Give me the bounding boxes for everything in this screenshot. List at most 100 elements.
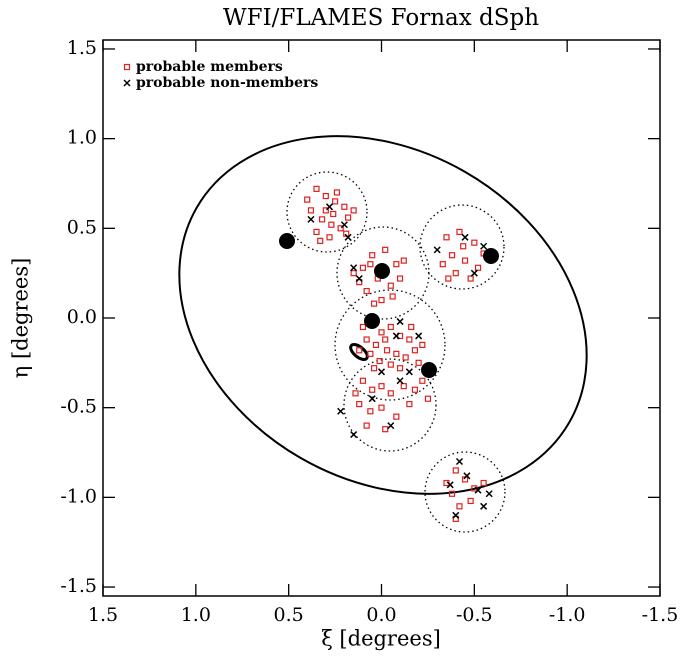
non-member-point — [350, 431, 358, 439]
member-point — [471, 239, 478, 246]
non-member-point — [325, 203, 334, 211]
member-point — [322, 207, 329, 214]
non-member-point — [344, 233, 352, 241]
plot-frame — [102, 39, 661, 597]
member-point — [406, 336, 413, 343]
non-member-point — [461, 233, 469, 241]
member-point — [304, 196, 311, 203]
member-point — [344, 214, 352, 221]
member-point — [369, 252, 376, 259]
x-axis-label: ξ [degrees] — [321, 627, 441, 651]
non-member-point — [452, 511, 460, 519]
member-point — [456, 503, 463, 510]
member-point — [452, 270, 459, 277]
y-tick-label: -1.0 — [60, 485, 97, 507]
member-point — [411, 386, 419, 393]
non-member-point — [470, 269, 478, 277]
clusters — [279, 233, 499, 378]
member-point — [460, 243, 467, 250]
member-point — [322, 192, 329, 200]
member-point — [318, 216, 326, 223]
member-point — [317, 237, 324, 244]
cluster — [279, 233, 295, 249]
member-point — [387, 361, 394, 368]
y-tick-label: -1.5 — [60, 575, 97, 597]
member-point — [326, 234, 333, 241]
member-point — [313, 228, 320, 236]
member-point — [350, 207, 357, 214]
non-member-point — [337, 407, 345, 415]
member-point — [452, 515, 459, 522]
member-point — [370, 300, 378, 307]
cluster — [421, 362, 437, 378]
member-point — [331, 198, 339, 205]
member-point — [443, 234, 450, 241]
member-point — [456, 228, 463, 236]
member-point — [369, 386, 376, 393]
member-point — [307, 207, 315, 214]
member-point — [383, 347, 391, 354]
non-member-point — [485, 490, 493, 498]
y-tick-label: -0.5 — [60, 396, 97, 418]
member-point — [363, 422, 370, 429]
x-tick-label: 1.5 — [88, 604, 118, 626]
member-point — [452, 467, 459, 474]
member-point — [474, 264, 482, 271]
non-member-point — [350, 264, 358, 272]
non-member-point — [474, 486, 482, 494]
non-member-point — [368, 395, 376, 403]
member-point — [378, 404, 385, 411]
non-member-point — [480, 242, 488, 250]
member-point — [367, 261, 374, 268]
member-point — [337, 225, 344, 232]
member-point — [400, 383, 407, 390]
member-point — [378, 383, 385, 390]
non-member-point — [387, 422, 395, 430]
member-point — [363, 336, 370, 343]
small-ellipse — [349, 343, 369, 361]
member-point — [415, 359, 422, 366]
member-point — [402, 354, 409, 361]
member-point — [393, 261, 400, 268]
member-point — [356, 347, 363, 354]
member-point — [350, 270, 357, 277]
member-point — [333, 189, 341, 196]
member-point — [387, 282, 394, 289]
member-point — [330, 210, 337, 218]
member-point — [363, 287, 370, 295]
non-member-point — [123, 79, 131, 87]
member-point — [448, 252, 456, 259]
member-point — [356, 400, 363, 408]
member-point — [372, 341, 380, 349]
x-tick-label: 0.0 — [366, 604, 396, 626]
member-point — [445, 275, 452, 282]
member-point — [367, 408, 374, 415]
member-point — [419, 341, 426, 349]
member-point — [396, 275, 404, 282]
x-tick-label: 1.0 — [181, 604, 211, 626]
field-circle — [419, 204, 505, 290]
non-member-point — [355, 275, 363, 283]
member-point — [393, 350, 400, 357]
member-point — [411, 347, 419, 354]
member-point — [419, 377, 426, 384]
y-tick-label: 1.0 — [67, 127, 97, 149]
member-point — [367, 350, 374, 357]
member-point — [393, 413, 400, 420]
non-member-point — [415, 332, 423, 340]
member-point — [352, 390, 359, 397]
non-member-point — [396, 318, 404, 326]
legend-label: probable members — [136, 59, 283, 75]
field-circle — [343, 358, 437, 452]
galaxy-ellipse — [178, 135, 588, 495]
member-point — [382, 336, 389, 343]
member-point — [387, 390, 394, 397]
y-tick-label: 0.0 — [67, 306, 97, 328]
non-member-point — [377, 368, 386, 376]
x-tick-label: -1.0 — [549, 604, 586, 626]
x-tick-label: -0.5 — [456, 604, 493, 626]
non-member-point — [396, 377, 404, 385]
y-axis-label: η [degrees] — [9, 258, 33, 379]
member-point — [370, 365, 378, 372]
